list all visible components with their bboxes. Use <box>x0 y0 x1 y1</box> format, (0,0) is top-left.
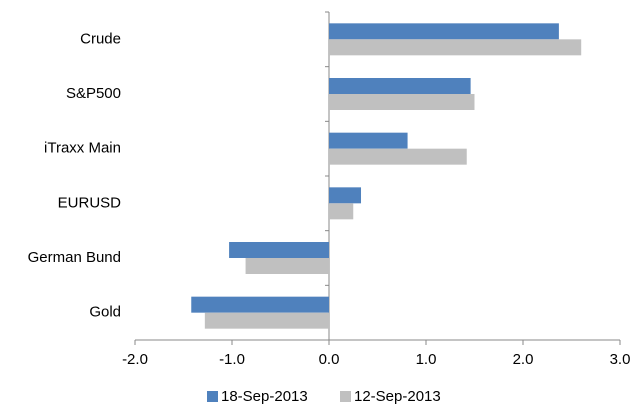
x-tick-label: -1.0 <box>219 351 245 368</box>
bar <box>229 242 329 258</box>
x-tick-label: 1.0 <box>416 351 437 368</box>
legend-swatch <box>207 391 218 402</box>
bar <box>329 187 362 204</box>
bar <box>329 148 467 165</box>
x-tick-label: 2.0 <box>513 351 534 368</box>
bar <box>329 39 582 56</box>
bar <box>245 258 329 274</box>
legend-swatch <box>340 391 351 402</box>
bar <box>329 23 559 40</box>
y-tick-label: S&P500 <box>66 85 121 102</box>
y-tick-label: Gold <box>89 304 121 321</box>
bar <box>329 132 408 149</box>
y-tick-label: iTraxx Main <box>44 140 121 157</box>
bar <box>329 78 471 94</box>
bar <box>329 203 354 220</box>
legend-label: 12-Sep-2013 <box>354 388 441 405</box>
x-tick-label: 3.0 <box>610 351 631 368</box>
y-tick-label: German Bund <box>28 249 121 266</box>
bar <box>204 312 329 329</box>
x-tick-label: 0.0 <box>319 351 340 368</box>
x-tick-label: -2.0 <box>122 351 148 368</box>
legend-label: 18-Sep-2013 <box>221 388 308 405</box>
bar <box>191 296 329 313</box>
bar <box>329 94 475 110</box>
y-tick-label: EURUSD <box>58 194 122 211</box>
y-tick-label: Crude <box>80 30 121 47</box>
